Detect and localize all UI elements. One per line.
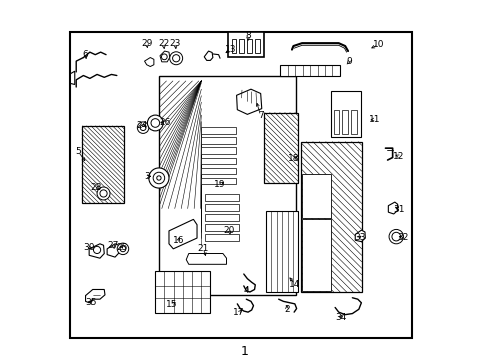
Circle shape — [97, 187, 110, 200]
Text: 3: 3 — [144, 172, 150, 181]
Text: 29: 29 — [141, 39, 152, 48]
Polygon shape — [85, 289, 105, 303]
Circle shape — [137, 122, 148, 134]
Bar — [82, 126, 124, 203]
Text: 23: 23 — [169, 39, 181, 48]
Text: 19: 19 — [214, 180, 225, 189]
Polygon shape — [107, 244, 119, 257]
Circle shape — [93, 246, 101, 253]
Circle shape — [151, 119, 159, 127]
Bar — [302, 219, 330, 291]
Text: 22: 22 — [158, 39, 169, 48]
Text: 9: 9 — [345, 57, 351, 66]
Bar — [247, 39, 251, 53]
Bar — [231, 39, 235, 53]
Circle shape — [153, 172, 164, 184]
Bar — [264, 113, 298, 183]
Circle shape — [161, 54, 167, 60]
Bar — [239, 39, 244, 53]
Bar — [204, 214, 239, 221]
Bar — [204, 224, 239, 231]
Bar — [204, 204, 239, 211]
Text: 11: 11 — [368, 115, 380, 124]
Text: 33: 33 — [353, 233, 365, 242]
Polygon shape — [144, 58, 154, 67]
Text: 32: 32 — [397, 233, 408, 242]
Circle shape — [117, 243, 128, 255]
Text: 2: 2 — [284, 306, 289, 315]
Bar — [265, 211, 298, 292]
Bar — [201, 177, 235, 184]
Polygon shape — [236, 89, 261, 114]
Bar — [302, 174, 330, 217]
Bar — [342, 111, 347, 134]
Text: 5: 5 — [75, 147, 81, 156]
Bar — [201, 138, 235, 144]
Bar — [159, 76, 295, 295]
Text: 16: 16 — [172, 237, 183, 246]
Text: 34: 34 — [334, 313, 346, 322]
Text: 8: 8 — [244, 31, 250, 40]
Bar — [301, 142, 361, 292]
Circle shape — [140, 125, 146, 131]
Text: 7: 7 — [257, 111, 263, 120]
Text: 4: 4 — [243, 286, 248, 295]
Circle shape — [169, 52, 183, 65]
Circle shape — [157, 176, 161, 180]
Bar — [201, 148, 235, 154]
Text: 15: 15 — [166, 301, 177, 310]
Bar — [201, 127, 235, 134]
Text: 13: 13 — [224, 45, 236, 54]
Circle shape — [391, 232, 400, 241]
Bar — [280, 65, 339, 76]
Polygon shape — [89, 244, 104, 258]
Text: 17: 17 — [233, 309, 244, 318]
Circle shape — [100, 190, 107, 197]
Text: 35: 35 — [85, 298, 96, 307]
Text: 30: 30 — [83, 243, 95, 252]
Bar — [201, 158, 235, 164]
Text: 14: 14 — [288, 280, 300, 289]
Text: 12: 12 — [393, 152, 404, 161]
Text: 25: 25 — [116, 243, 128, 252]
Circle shape — [147, 115, 163, 131]
Circle shape — [120, 246, 125, 252]
Circle shape — [172, 55, 180, 62]
Polygon shape — [186, 253, 226, 264]
Bar — [350, 111, 356, 134]
Bar — [70, 32, 411, 338]
Text: 6: 6 — [82, 50, 88, 59]
Polygon shape — [204, 51, 212, 60]
Polygon shape — [387, 202, 397, 214]
Bar — [204, 194, 239, 201]
Text: 21: 21 — [197, 244, 208, 253]
Bar — [330, 91, 361, 138]
Text: 10: 10 — [372, 40, 383, 49]
Polygon shape — [160, 51, 169, 62]
Text: 27: 27 — [107, 241, 119, 250]
Bar — [155, 271, 209, 313]
Polygon shape — [354, 230, 365, 242]
Text: 18: 18 — [287, 154, 299, 163]
Text: 26: 26 — [160, 118, 171, 127]
Bar — [333, 111, 339, 134]
Polygon shape — [70, 71, 75, 85]
Bar — [204, 234, 239, 241]
Text: 31: 31 — [392, 205, 404, 214]
Text: 20: 20 — [223, 226, 235, 235]
Circle shape — [148, 168, 169, 188]
Bar — [227, 32, 264, 57]
Polygon shape — [169, 219, 197, 249]
Text: 1: 1 — [240, 345, 248, 358]
Bar — [201, 167, 235, 174]
Circle shape — [388, 229, 403, 244]
Text: 24: 24 — [136, 121, 147, 130]
Bar — [255, 39, 259, 53]
Text: 28: 28 — [90, 183, 102, 192]
